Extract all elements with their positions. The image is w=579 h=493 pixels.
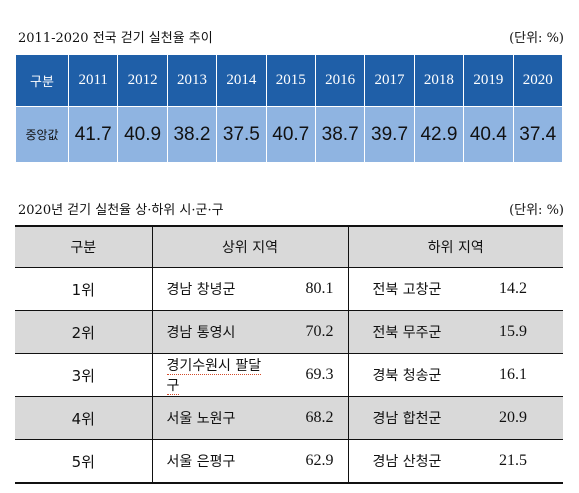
median-value-cell: 41.7 bbox=[67, 106, 119, 163]
year-cell: 2014 bbox=[216, 54, 267, 107]
rank-cell: 5위 bbox=[15, 439, 152, 484]
bottom-regions-header: 하위 지역 bbox=[347, 225, 564, 268]
bottom-area-cell: 경남 합천군 bbox=[347, 396, 474, 440]
bottom-area-cell: 경남 산청군 bbox=[347, 439, 474, 484]
median-value-cell: 38.7 bbox=[314, 106, 366, 163]
top-value-cell: 69.3 bbox=[262, 353, 349, 397]
year-cell: 2018 bbox=[413, 54, 465, 107]
row-value-label: 중앙값 bbox=[15, 106, 69, 163]
median-value-cell: 40.4 bbox=[463, 106, 514, 163]
top-bottom-regions-table: 구분 상위 지역 하위 지역 1위 경남 창녕군 80.1 전북 고창군 14.… bbox=[15, 225, 564, 484]
year-cell: 2011 bbox=[67, 54, 119, 107]
table-row: 3위 경기수원시 팔달구 69.3 경북 청송군 16.1 bbox=[15, 353, 564, 397]
section2-unit: (단위: %) bbox=[509, 203, 564, 218]
bottom-area-cell: 전북 고창군 bbox=[347, 267, 474, 311]
top-regions-header: 상위 지역 bbox=[151, 225, 349, 268]
year-cell: 2012 bbox=[117, 54, 168, 107]
median-value-cell: 37.5 bbox=[216, 106, 267, 163]
top-value-cell: 80.1 bbox=[262, 267, 349, 311]
top-value-cell: 70.2 bbox=[262, 310, 349, 354]
top-area-cell: 경남 통영시 bbox=[151, 310, 262, 354]
year-cell: 2019 bbox=[463, 54, 514, 107]
rank-cell: 1위 bbox=[15, 267, 152, 311]
year-cell: 2015 bbox=[265, 54, 316, 107]
walking-rate-trend-table: 구분 2011 2012 2013 2014 2015 2016 2017 20… bbox=[15, 54, 564, 163]
rank-header: 구분 bbox=[15, 225, 152, 268]
year-cell: 2020 bbox=[512, 54, 564, 107]
table-row: 4위 서울 노원구 68.2 경남 합천군 20.9 bbox=[15, 396, 564, 440]
row-header-label: 구분 bbox=[15, 54, 69, 107]
year-header-row: 구분 2011 2012 2013 2014 2015 2016 2017 20… bbox=[15, 54, 564, 107]
year-cell: 2016 bbox=[314, 54, 366, 107]
median-value-row: 중앙값 41.7 40.9 38.2 37.5 40.7 38.7 39.7 4… bbox=[15, 106, 564, 163]
top-value-cell: 62.9 bbox=[262, 439, 349, 484]
table-row: 2위 경남 통영시 70.2 전북 무주군 15.9 bbox=[15, 310, 564, 354]
median-value-cell: 40.7 bbox=[265, 106, 316, 163]
top-area-text: 경기수원시 팔달구 bbox=[166, 358, 262, 395]
median-value-cell: 40.9 bbox=[117, 106, 168, 163]
median-value-cell: 39.7 bbox=[364, 106, 415, 163]
top-area-cell: 서울 은평구 bbox=[151, 439, 262, 484]
median-value-cell: 42.9 bbox=[413, 106, 465, 163]
section1-title: 2011-2020 전국 걷기 실천율 추이 bbox=[18, 31, 213, 46]
bottom-value-cell: 15.9 bbox=[473, 310, 564, 354]
median-value-cell: 38.2 bbox=[166, 106, 218, 163]
top-area-cell: 경기수원시 팔달구 bbox=[151, 353, 262, 397]
bottom-value-cell: 14.2 bbox=[473, 267, 564, 311]
median-value-cell: 37.4 bbox=[512, 106, 564, 163]
bottom-value-cell: 21.5 bbox=[473, 439, 564, 484]
year-cell: 2013 bbox=[166, 54, 218, 107]
bottom-value-cell: 16.1 bbox=[473, 353, 564, 397]
rank-cell: 4위 bbox=[15, 396, 152, 440]
top-area-cell: 서울 노원구 bbox=[151, 396, 262, 440]
rank-cell: 3위 bbox=[15, 353, 152, 397]
table-header-row: 구분 상위 지역 하위 지역 bbox=[15, 225, 564, 268]
bottom-area-cell: 경북 청송군 bbox=[347, 353, 474, 397]
section1-unit: (단위: %) bbox=[509, 31, 564, 46]
section2-title: 2020년 걷기 실천율 상·하위 시·군·구 bbox=[18, 203, 224, 218]
table-row: 1위 경남 창녕군 80.1 전북 고창군 14.2 bbox=[15, 267, 564, 311]
year-cell: 2017 bbox=[364, 54, 415, 107]
top-area-cell: 경남 창녕군 bbox=[151, 267, 262, 311]
table-row: 5위 서울 은평구 62.9 경남 산청군 21.5 bbox=[15, 439, 564, 484]
top-value-cell: 68.2 bbox=[262, 396, 349, 440]
rank-cell: 2위 bbox=[15, 310, 152, 354]
bottom-value-cell: 20.9 bbox=[473, 396, 564, 440]
bottom-area-cell: 전북 무주군 bbox=[347, 310, 474, 354]
